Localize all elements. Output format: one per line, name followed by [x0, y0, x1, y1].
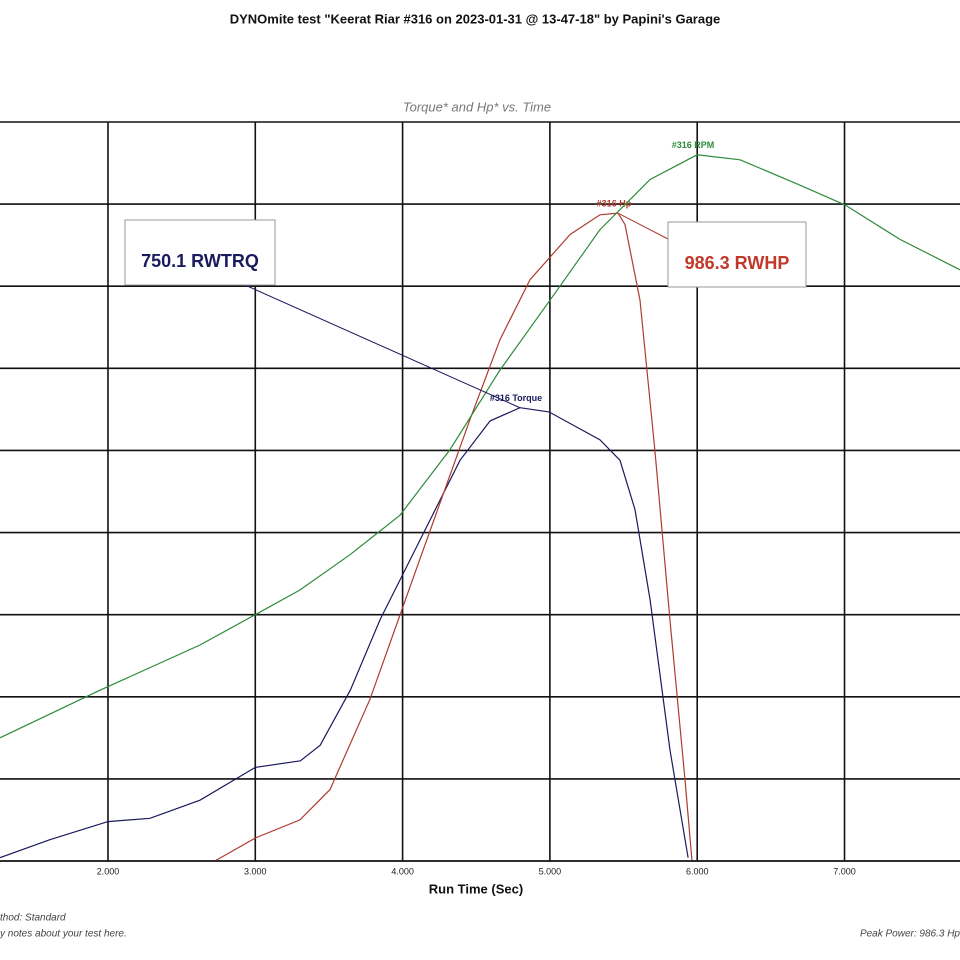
footer-peak: Peak Power: 986.3 Hp [860, 929, 960, 940]
x-tick-label: 7.000 [833, 866, 856, 876]
footer-note: y notes about your test here. [0, 929, 127, 940]
footer-note: thod: Standard [0, 913, 66, 924]
annotation-box [667, 221, 807, 288]
series-label: #316 RPM [672, 140, 715, 150]
annotation-box [124, 219, 276, 286]
x-tick-label: 6.000 [686, 866, 709, 876]
series-label: #316 Torque [490, 393, 542, 403]
annotation-pointer [244, 284, 521, 409]
series-label: #316 Hp [597, 199, 632, 209]
x-tick-label: 4.000 [391, 866, 414, 876]
series-line [0, 407, 689, 859]
series-line [0, 154, 960, 739]
annotation-text: 986.3 RWHP [685, 253, 790, 273]
x-tick-label: 3.000 [244, 866, 267, 876]
x-tick-label: 2.000 [97, 866, 120, 876]
x-tick-label: 5.000 [539, 866, 562, 876]
annotation-text: 750.1 RWTRQ [141, 251, 259, 271]
x-axis-label: Run Time (Sec) [429, 881, 523, 896]
series-line [214, 212, 693, 862]
chart-subtitle: Torque* and Hp* vs. Time [403, 99, 551, 114]
chart-title: DYNOmite test "Keerat Riar #316 on 2023-… [230, 11, 721, 26]
annotation-pointer [617, 212, 669, 240]
